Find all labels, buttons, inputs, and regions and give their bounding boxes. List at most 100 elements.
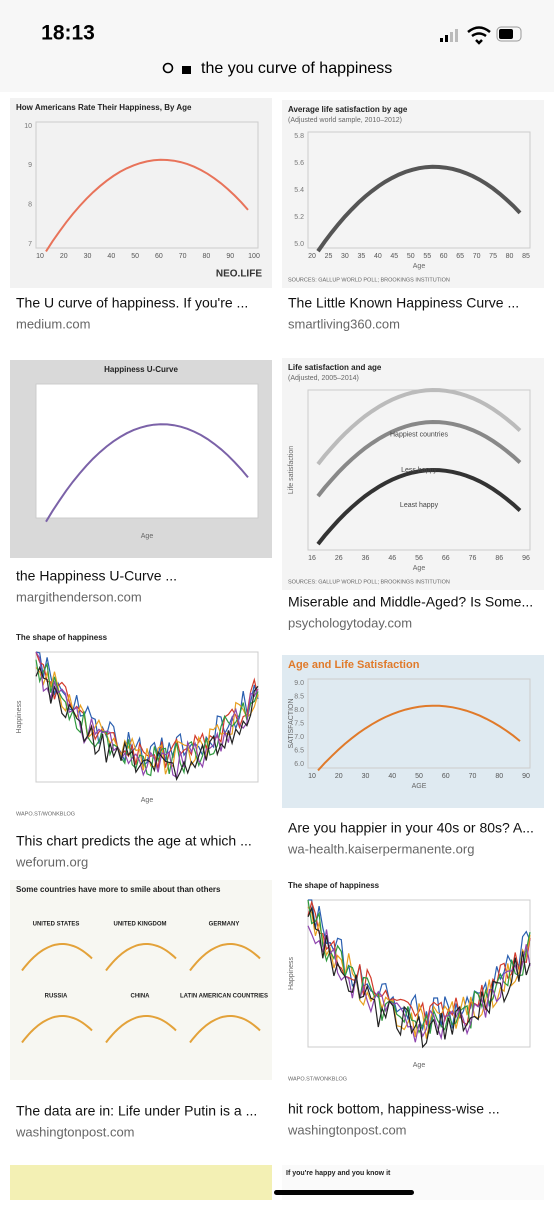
- thumbnail[interactable]: [282, 876, 544, 1087]
- signal: [440, 29, 458, 42]
- thumbnail[interactable]: [282, 655, 544, 808]
- x-tick-label: 20: [308, 253, 316, 260]
- curve: [45, 158, 249, 252]
- result-source[interactable]: medium.com: [16, 316, 90, 331]
- result-source[interactable]: margithenderson.com: [16, 589, 142, 604]
- thumb-label: Age: [141, 797, 154, 804]
- thumb-subtitle: (Adjusted, 2005–2014): [288, 375, 359, 382]
- x-tick-label: 60: [440, 253, 448, 260]
- thumbnail[interactable]: [10, 880, 272, 1080]
- thumb-title: Happiness U-Curve: [104, 365, 178, 374]
- x-tick-label: 20: [60, 253, 68, 260]
- result-caption[interactable]: Are you happier in your 40s or 80s? A...: [288, 820, 534, 836]
- thumb-label: SOURCES: GALLUP WORLD POLL; BROOKINGS IN…: [288, 579, 450, 585]
- x-tick-label: 40: [388, 773, 396, 780]
- x-tick-label: 90: [226, 253, 234, 260]
- thumb-label: SATISFACTION: [288, 698, 295, 748]
- y-tick-label: 8: [28, 202, 32, 209]
- x-tick-label: 26: [335, 555, 343, 562]
- plot-area: [307, 131, 531, 249]
- x-tick-label: 30: [341, 253, 349, 260]
- y-tick-label: 10: [24, 123, 32, 130]
- y-tick-label: 7.0: [294, 734, 304, 741]
- result-source[interactable]: washingtonpost.com: [15, 1124, 135, 1139]
- curve: [316, 467, 522, 546]
- thumb-label: AGE: [412, 783, 427, 790]
- x-tick-label: 60: [442, 773, 450, 780]
- result-caption[interactable]: The U curve of happiness. If you're ...: [16, 295, 248, 311]
- x-tick-label: 75: [489, 253, 497, 260]
- top-bar: [0, 0, 554, 92]
- curve: [317, 704, 521, 772]
- thumb-title: How Americans Rate Their Happiness, By A…: [16, 103, 192, 112]
- partial-thumb[interactable]: [10, 1165, 272, 1205]
- thumb-label: Age: [413, 1062, 426, 1069]
- thumb-label: Age: [413, 565, 426, 572]
- x-tick-label: 96: [522, 555, 530, 562]
- thumb-label: Happiness: [16, 700, 23, 734]
- x-tick-label: 70: [179, 253, 187, 260]
- curve: [35, 665, 259, 782]
- x-tick-label: 36: [362, 555, 370, 562]
- battery: [496, 26, 522, 42]
- thumb-label: Age: [141, 533, 154, 540]
- result-source[interactable]: wa-health.kaiserpermanente.org: [287, 841, 474, 856]
- x-tick-label: 100: [248, 253, 260, 260]
- panel-curve: [21, 1015, 93, 1044]
- result-source[interactable]: washingtonpost.com: [287, 1122, 407, 1137]
- panel-curve: [189, 1015, 261, 1044]
- x-tick-label: 40: [107, 253, 115, 260]
- thumbnail[interactable]: [10, 628, 272, 822]
- x-tick-label: 40: [374, 253, 382, 260]
- thumb-title: The shape of happiness: [288, 881, 380, 890]
- thumbnail[interactable]: [10, 98, 272, 288]
- x-tick-label: 80: [506, 253, 514, 260]
- clock: 18:13: [41, 22, 95, 45]
- result-caption[interactable]: hit rock bottom, happiness-wise ...: [288, 1101, 500, 1117]
- x-tick-label: 50: [131, 253, 139, 260]
- y-tick-label: 5.2: [294, 214, 304, 221]
- thumb-title: Life satisfaction and age: [288, 363, 382, 372]
- url-text[interactable]: the you curve of happiness: [201, 60, 392, 77]
- x-tick-label: 76: [469, 555, 477, 562]
- thumb-title: The shape of happiness: [16, 633, 108, 642]
- x-tick-label: 16: [308, 555, 316, 562]
- x-tick-label: 85: [522, 253, 530, 260]
- y-tick-label: 7: [28, 241, 32, 248]
- thumb-label: WAPO.ST/WONKBLOG: [16, 811, 75, 817]
- partial-thumb[interactable]: [282, 1165, 544, 1205]
- x-tick-label: 60: [155, 253, 163, 260]
- result-source[interactable]: smartliving360.com: [288, 316, 400, 331]
- result-caption[interactable]: Miserable and Middle-Aged? Is Some...: [288, 594, 533, 610]
- x-tick-label: 86: [495, 555, 503, 562]
- x-tick-label: 50: [415, 773, 423, 780]
- x-tick-label: 10: [308, 773, 316, 780]
- x-tick-label: 50: [407, 253, 415, 260]
- result-caption[interactable]: This chart predicts the age at which ...: [16, 833, 252, 849]
- panel-label: GERMANY: [209, 922, 240, 928]
- panel-label: CHINA: [131, 994, 151, 1000]
- result-caption[interactable]: The data are in: Life under Putin is a .…: [16, 1103, 257, 1119]
- x-tick-label: 10: [36, 253, 44, 260]
- x-tick-label: 65: [456, 253, 464, 260]
- thumb-title: Age and Life Satisfaction: [288, 659, 420, 671]
- thumb-label: NEO.LIFE: [216, 269, 262, 280]
- thumb-subtitle: (Adjusted world sample, 2010–2012): [288, 117, 402, 124]
- thumb-label: Life satisfaction: [288, 446, 295, 494]
- search-icon: [162, 62, 174, 74]
- result-caption[interactable]: The Little Known Happiness Curve ...: [288, 295, 519, 311]
- result-caption[interactable]: the Happiness U-Curve ...: [16, 568, 177, 584]
- curve: [45, 423, 249, 523]
- curve: [307, 905, 531, 1049]
- result-source[interactable]: weforum.org: [15, 854, 88, 869]
- thumb-label: Least happy: [400, 502, 439, 509]
- plot-area: [307, 678, 531, 769]
- lock-icon: [182, 66, 191, 74]
- plot-area: [35, 121, 259, 249]
- y-tick-label: 6.5: [294, 747, 304, 754]
- y-tick-label: 5.4: [294, 187, 304, 194]
- result-source[interactable]: psychologytoday.com: [288, 615, 412, 630]
- curve: [316, 387, 522, 466]
- y-tick-label: 7.5: [294, 720, 304, 727]
